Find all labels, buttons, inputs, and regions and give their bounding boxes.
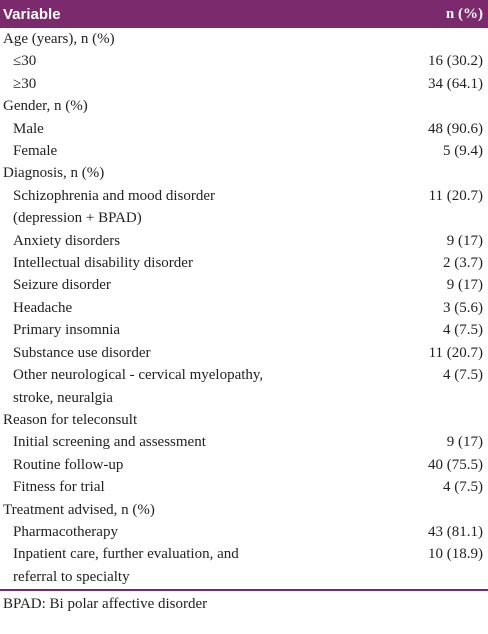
group-label: Diagnosis, n (%): [3, 165, 105, 182]
item-value: 4 (7.5): [443, 322, 483, 339]
group-row: Diagnosis, n (%): [0, 162, 488, 184]
item-value: 9 (17): [446, 232, 483, 249]
item-label: Headache: [13, 299, 73, 316]
header-value: n (%): [445, 5, 483, 22]
item-value: 4 (7.5): [443, 367, 483, 384]
item-label: Schizophrenia and mood disorder (depress…: [13, 187, 216, 227]
item-label: Inpatient care, further evaluation, and …: [13, 546, 239, 585]
group-row: Age (years), n (%): [0, 28, 488, 50]
item-value: 11 (20.7): [428, 344, 483, 361]
footnote: BPAD: Bi polar affective disorder: [3, 596, 208, 613]
group-row: Gender, n (%): [0, 95, 488, 117]
group-label: Age (years), n (%): [3, 31, 115, 47]
item-row: Fitness for trial 4 (7.5): [0, 476, 488, 498]
item-label: ≤30: [13, 53, 37, 70]
item-row: Male 48 (90.6): [0, 118, 488, 140]
item-row: Anxiety disorders 9 (17): [0, 230, 488, 252]
item-value: 34 (64.1): [428, 75, 483, 92]
item-label: Routine follow-up: [13, 456, 124, 473]
item-label: Primary insomnia: [13, 322, 121, 339]
item-value: 16 (30.2): [428, 53, 483, 70]
item-row: Initial screening and assessment 9 (17): [0, 431, 488, 453]
item-row: Schizophrenia and mood disorder (depress…: [0, 185, 488, 230]
item-label: Seizure disorder: [13, 277, 111, 294]
item-row: Inpatient care, further evaluation, and …: [0, 543, 488, 588]
item-value: 11 (20.7): [428, 187, 483, 204]
item-row: Primary insomnia 4 (7.5): [0, 319, 488, 341]
item-row: Intellectual disability disorder 2 (3.7): [0, 252, 488, 274]
item-value: 10 (18.9): [428, 546, 483, 563]
group-label: Gender, n (%): [3, 98, 88, 115]
group-label: Reason for teleconsult: [3, 411, 138, 428]
item-value: 48 (90.6): [428, 120, 483, 137]
item-value: 2 (3.7): [443, 255, 483, 272]
item-row: Substance use disorder 11 (20.7): [0, 342, 488, 364]
item-row: ≥30 34 (64.1): [0, 73, 488, 95]
item-label: Male: [13, 120, 44, 137]
item-label: Other neurological - cervical myelopathy…: [13, 367, 264, 406]
item-label: ≥30: [13, 75, 37, 92]
item-label: Intellectual disability disorder: [13, 255, 193, 272]
item-value: 43 (81.1): [428, 523, 483, 540]
item-row: Seizure disorder 9 (17): [0, 274, 488, 296]
group-row: Treatment advised, n (%): [0, 499, 488, 521]
item-row: Pharmacotherapy 43 (81.1): [0, 521, 488, 543]
item-label: Fitness for trial: [13, 479, 105, 496]
header-variable: Variable: [3, 5, 61, 23]
item-value: 40 (75.5): [428, 456, 483, 473]
bottom-rule: [0, 589, 488, 592]
item-value: 5 (9.4): [443, 143, 483, 160]
item-value: 3 (5.6): [443, 299, 483, 316]
table-header: Variable n (%): [0, 0, 488, 28]
item-row: Female 5 (9.4): [0, 140, 488, 162]
item-row: Routine follow-up 40 (75.5): [0, 454, 488, 476]
item-label: Anxiety disorders: [13, 232, 121, 249]
item-label: Pharmacotherapy: [13, 523, 118, 540]
item-label: Female: [13, 143, 58, 160]
item-label: Initial screening and assessment: [13, 434, 206, 451]
item-value: 4 (7.5): [443, 479, 483, 496]
table-body: Age (years), n (%) ≤30 16 (30.2) ≥30 34 (64.…: [0, 28, 488, 588]
item-value: 9 (17): [446, 434, 483, 451]
item-row: Headache 3 (5.6): [0, 297, 488, 319]
item-label: Substance use disorder: [13, 344, 151, 361]
item-value: 9 (17): [446, 277, 483, 294]
group-row: Reason for teleconsult: [0, 409, 488, 431]
item-row: ≤30 16 (30.2): [0, 50, 488, 72]
item-row: Other neurological - cervical myelopathy…: [0, 364, 488, 409]
group-label: Treatment advised, n (%): [3, 501, 155, 518]
